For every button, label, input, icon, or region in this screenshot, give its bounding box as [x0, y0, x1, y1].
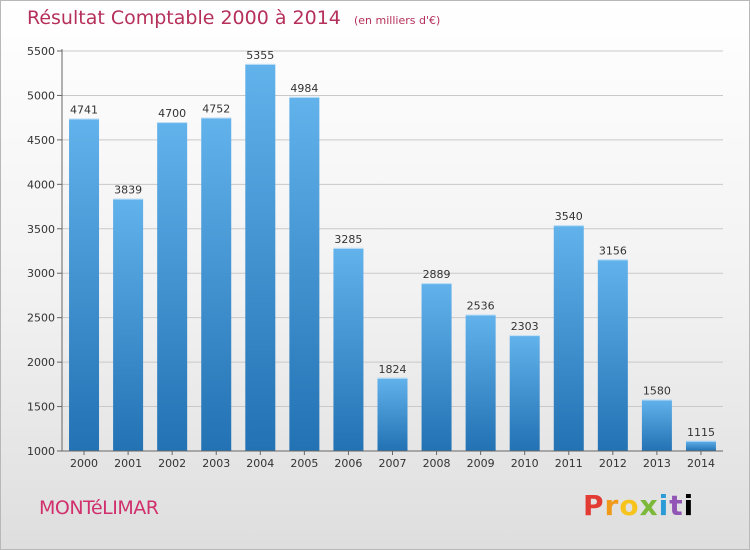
logo-letter: t: [669, 489, 684, 522]
y-tick-label: 5000: [27, 89, 55, 102]
y-tick-label: 3000: [27, 267, 55, 280]
bar: [509, 335, 540, 451]
x-tick-label: 2014: [687, 457, 715, 470]
bar: [597, 259, 628, 451]
bar: [553, 225, 584, 451]
bar: [69, 118, 100, 451]
logo-letter: P: [583, 489, 605, 522]
logo-letter: r: [604, 489, 620, 522]
bar: [201, 117, 232, 451]
value-label: 3156: [599, 244, 627, 257]
bar: [685, 440, 716, 451]
axes: 1000 1500 2000 2500 3000 3500 4000 4500 5000 5500…: [27, 45, 723, 470]
logo-letter: x: [639, 489, 659, 522]
x-tick-label: 2001: [114, 457, 142, 470]
x-tick-label: 2008: [423, 457, 451, 470]
value-label: 4741: [70, 103, 98, 116]
bars: [69, 63, 716, 452]
value-label: 1824: [379, 363, 407, 376]
x-tick-label: 2007: [379, 457, 407, 470]
logo-letter: o: [619, 489, 640, 522]
value-label: 3285: [334, 233, 362, 246]
value-labels: 4741 3839 4700 4752 5355 4984 3285 1824 2889 2536…: [70, 49, 715, 439]
value-label: 4700: [158, 107, 186, 120]
bar: [641, 399, 672, 451]
bar: [157, 122, 188, 451]
y-tick-label: 2500: [27, 312, 55, 325]
bar: [245, 63, 276, 452]
x-tick-label: 2003: [202, 457, 230, 470]
bar: [377, 377, 408, 451]
y-tick-label: 4000: [27, 178, 55, 191]
value-label: 3540: [555, 210, 583, 223]
y-tick-label: 5500: [27, 45, 55, 58]
x-tick-label: 2004: [246, 457, 274, 470]
value-label: 3839: [114, 184, 142, 197]
bar: [333, 247, 364, 451]
x-tick-label: 2006: [334, 457, 362, 470]
proxiti-logo: Proxiti: [583, 489, 694, 522]
value-label: 2303: [511, 320, 539, 333]
value-label: 2889: [423, 268, 451, 281]
value-label: 1115: [687, 426, 715, 439]
x-tick-label: 2013: [643, 457, 671, 470]
x-tick-label: 2005: [290, 457, 318, 470]
y-tick-label: 1500: [27, 401, 55, 414]
chart-title: Résultat Comptable 2000 à 2014: [27, 7, 341, 29]
x-tick-label: 2000: [70, 457, 98, 470]
bar: [421, 283, 452, 451]
y-tick-label: 3500: [27, 223, 55, 236]
x-tick-label: 2002: [158, 457, 186, 470]
chart-subtitle: (en milliers d'€): [353, 14, 441, 27]
y-tick-label: 1000: [27, 445, 55, 458]
value-label: 4752: [202, 102, 230, 115]
value-label: 5355: [246, 49, 274, 62]
y-tick-label: 4500: [27, 134, 55, 147]
value-label: 2536: [467, 299, 495, 312]
logo-letter: i: [683, 489, 695, 522]
chart-header: Résultat Comptable 2000 à 2014 (en milli…: [27, 7, 440, 29]
x-tick-label: 2010: [511, 457, 539, 470]
bar: [465, 314, 496, 451]
logo-letter: i: [658, 489, 670, 522]
city-name: MONTéLIMAR: [39, 497, 159, 519]
x-tick-label: 2009: [467, 457, 495, 470]
x-tick-label: 2012: [599, 457, 627, 470]
y-tick-label: 2000: [27, 356, 55, 369]
value-label: 4984: [290, 82, 318, 95]
bar: [113, 198, 144, 451]
bar: [289, 96, 320, 451]
x-tick-label: 2011: [555, 457, 583, 470]
value-label: 1580: [643, 384, 671, 397]
